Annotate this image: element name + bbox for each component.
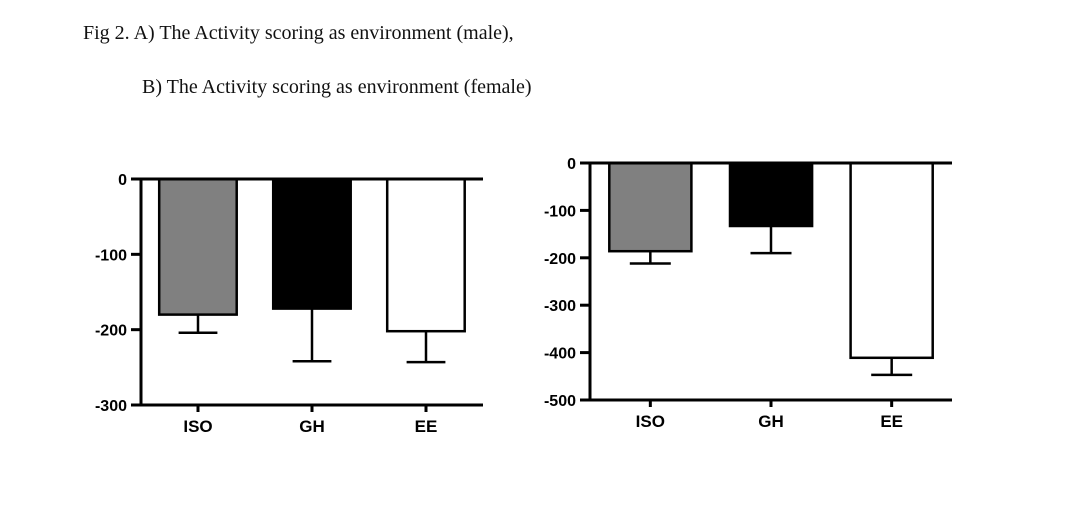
y-tick-label--100: -100	[95, 247, 127, 264]
x-category-label-iso: ISO	[183, 417, 212, 436]
x-category-label-iso: ISO	[636, 412, 665, 431]
bar-gh	[271, 177, 352, 310]
y-tick-label-0: 0	[118, 172, 127, 189]
y-tick-label-0: 0	[567, 156, 576, 173]
y-tick-label--500: -500	[544, 393, 576, 410]
x-category-label-ee: EE	[880, 412, 903, 431]
x-category-label-ee: EE	[415, 417, 438, 436]
y-tick-label--200: -200	[95, 323, 127, 340]
x-category-label-gh: GH	[299, 417, 325, 436]
bar-gh	[728, 161, 814, 228]
bar-iso	[608, 161, 693, 253]
y-tick-label--400: -400	[544, 346, 576, 363]
y-tick-label--300: -300	[544, 298, 576, 315]
x-category-label-gh: GH	[758, 412, 784, 431]
figure-caption-line1: Fig 2. A) The Activity scoring as enviro…	[83, 22, 514, 44]
y-tick-label--300: -300	[95, 398, 127, 415]
chart-b-female-bar-chart: 0 -100 -200 -300 -400 -500 ISO GH EE	[544, 156, 952, 431]
chart-a-male-bar-chart: 0 -100 -200 -300 ISO GH EE	[95, 172, 483, 436]
y-tick-label--200: -200	[544, 251, 576, 268]
bar-ee	[849, 161, 934, 360]
bar-iso	[157, 177, 238, 316]
figure-caption-line2: B) The Activity scoring as environment (…	[142, 76, 532, 98]
bar-ee	[385, 177, 466, 333]
y-tick-label--100: -100	[544, 203, 576, 220]
